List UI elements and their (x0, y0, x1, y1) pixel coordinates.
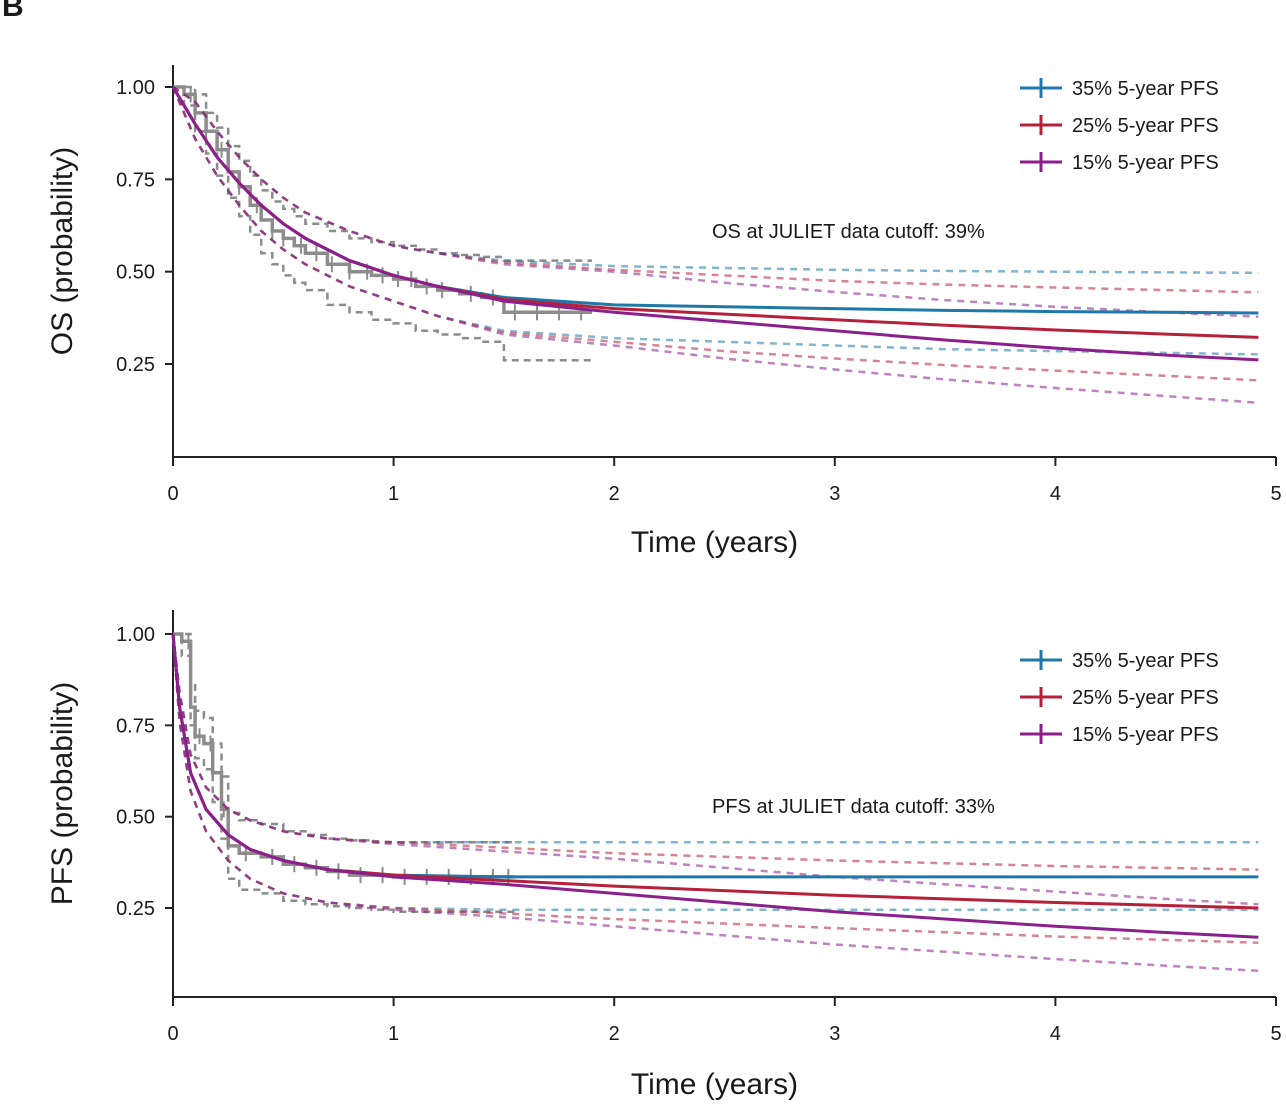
legend-label: 25% 5-year PFS (1072, 115, 1219, 137)
x-tick-label: 0 (167, 1023, 178, 1045)
series-line (171, 633, 1259, 939)
x-tick-label: 0 (167, 483, 178, 505)
observed-ci-lower-line (173, 632, 515, 913)
observed-km-line (173, 632, 515, 879)
y-tick-label: 1.00 (116, 624, 155, 646)
series-ci-lower-line (171, 633, 1259, 944)
y-axis-label: OS (probability) (46, 147, 79, 355)
y-tick-label: 0.25 (116, 354, 155, 376)
x-tick-label: 2 (609, 483, 620, 505)
cutoff-annotation: PFS at JULIET data cutoff: 33% (712, 796, 995, 818)
legend-label: 25% 5-year PFS (1072, 687, 1219, 709)
x-tick-label: 3 (829, 1023, 840, 1045)
y-tick-label: 0.75 (116, 169, 155, 191)
x-tick-label: 2 (609, 1023, 620, 1045)
x-tick-label: 5 (1270, 1023, 1281, 1045)
legend-label: 15% 5-year PFS (1072, 152, 1219, 174)
series-ci-lower-line (171, 633, 1259, 973)
series-ci-lower-line (171, 633, 1259, 912)
pfs-chart-panel: 1.00 0.75 0.50 0.25 0 1 2 3 4 5 Time (years) PFS (p… (46, 610, 1282, 1101)
x-axis-label: Time (years) (631, 1068, 798, 1101)
x-axis-label: Time (years) (631, 526, 798, 559)
x-tick-label: 4 (1050, 483, 1061, 505)
series-ci-upper-line (172, 85, 1259, 318)
x-tick-label: 1 (388, 1023, 399, 1045)
x-tick-label: 3 (829, 483, 840, 505)
x-tick-label: 1 (388, 483, 399, 505)
legend-label: 35% 5-year PFS (1072, 78, 1219, 100)
os-chart-panel: 1.00 0.75 0.50 0.25 0 1 2 3 4 5 Time (years) OS (pr… (46, 65, 1282, 559)
y-tick-label: 0.75 (116, 715, 155, 737)
legend-label: 15% 5-year PFS (1072, 724, 1219, 746)
x-tick-label: 4 (1050, 1023, 1061, 1045)
y-tick-label: 0.50 (116, 807, 155, 829)
series-ci-lower-line (171, 86, 1259, 405)
y-tick-label: 1.00 (116, 77, 155, 99)
panel-letter: B (2, 0, 24, 23)
series-line (171, 86, 1259, 362)
observed-ci-lower-line (173, 85, 593, 362)
series-ci-upper-line (171, 633, 1259, 906)
observed-km-line (173, 85, 593, 315)
legend-label: 35% 5-year PFS (1072, 650, 1219, 672)
y-axis-label: PFS (probability) (46, 682, 79, 905)
x-tick-label: 5 (1270, 483, 1281, 505)
cutoff-annotation: OS at JULIET data cutoff: 39% (712, 221, 985, 243)
observed-ci-upper-line (173, 85, 593, 262)
y-tick-label: 0.50 (116, 262, 155, 284)
y-tick-label: 0.25 (116, 898, 155, 920)
